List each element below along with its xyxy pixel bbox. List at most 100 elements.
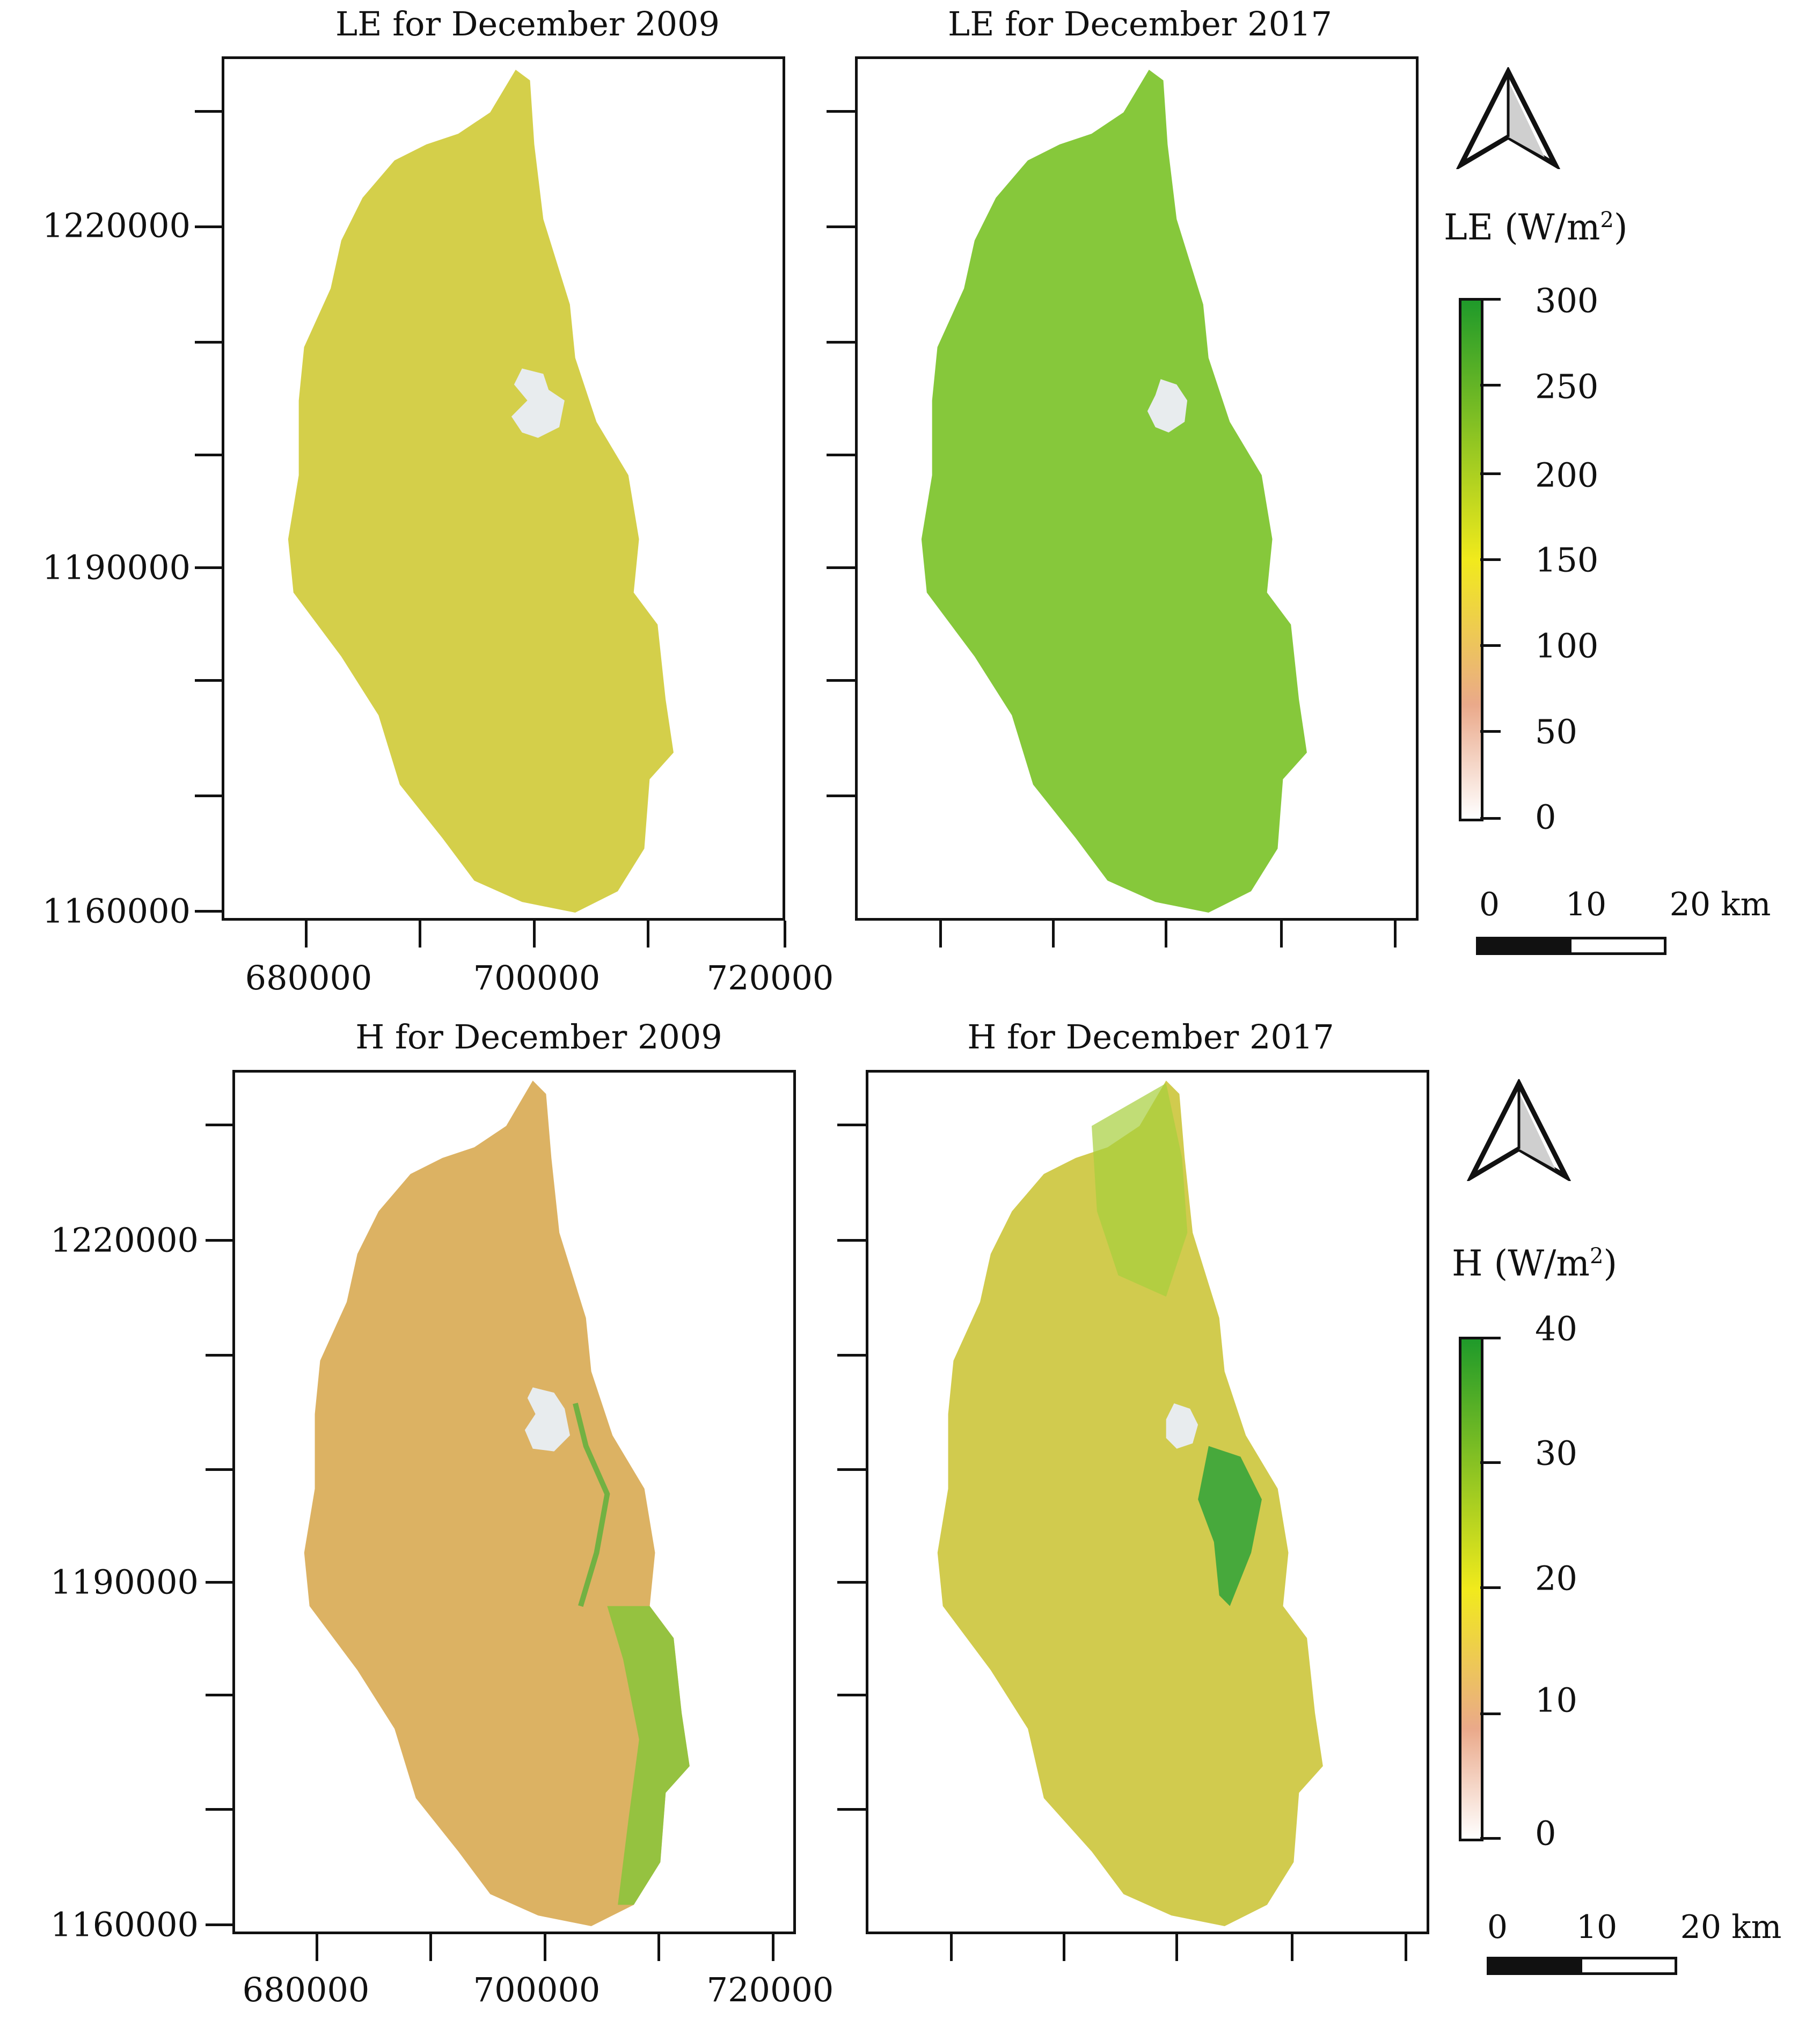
colorbar-tick bbox=[1480, 558, 1501, 561]
colorbar-label: 40 bbox=[1535, 1309, 1577, 1349]
colorbar-label: 30 bbox=[1535, 1433, 1577, 1473]
north-arrow-icon bbox=[1456, 67, 1561, 169]
y-tick bbox=[195, 679, 222, 682]
y-tick bbox=[195, 225, 222, 228]
x-tick bbox=[784, 921, 786, 948]
colorbar-tick bbox=[1480, 472, 1501, 475]
y-tick bbox=[827, 454, 855, 456]
y-tick bbox=[827, 795, 855, 797]
x-tick bbox=[950, 1934, 953, 1961]
x-axis-label: 680000 bbox=[242, 1970, 370, 2009]
scalebar-label: 10 bbox=[1565, 886, 1607, 923]
y-tick bbox=[195, 454, 222, 456]
scalebar-label: 0 bbox=[1479, 886, 1500, 923]
x-tick bbox=[1291, 1934, 1293, 1961]
colorbar-label: 200 bbox=[1535, 455, 1599, 495]
y-axis-label: 1160000 bbox=[50, 1905, 199, 1944]
y-axis-label: 1160000 bbox=[42, 891, 191, 931]
y-axis-label: 1220000 bbox=[50, 1220, 199, 1260]
map-title-h-2009: H for December 2009 bbox=[355, 1017, 722, 1056]
scalebar-label: 10 bbox=[1576, 1908, 1618, 1946]
x-tick bbox=[544, 1934, 546, 1961]
x-axis-label: 680000 bbox=[245, 958, 372, 997]
x-axis-label: 700000 bbox=[473, 1970, 601, 2009]
y-tick bbox=[837, 1124, 866, 1126]
colorbar-label: 300 bbox=[1535, 281, 1599, 320]
y-tick bbox=[195, 910, 222, 913]
x-tick bbox=[1052, 921, 1055, 948]
map-title-le-2009: LE for December 2009 bbox=[335, 4, 720, 43]
y-tick bbox=[206, 1581, 232, 1584]
x-tick bbox=[316, 1934, 318, 1961]
map-panel-le-2009 bbox=[222, 56, 785, 921]
x-tick bbox=[419, 921, 421, 948]
x-tick bbox=[1405, 1934, 1407, 1961]
north-arrow-icon bbox=[1466, 1079, 1572, 1181]
colorbar-label: 150 bbox=[1535, 540, 1599, 580]
colorbar-tick bbox=[1480, 384, 1501, 387]
y-tick bbox=[837, 1468, 866, 1471]
x-tick bbox=[305, 921, 308, 948]
y-tick bbox=[206, 1694, 232, 1696]
x-tick bbox=[1394, 921, 1397, 948]
y-tick bbox=[195, 566, 222, 569]
y-axis-label: 1190000 bbox=[42, 548, 191, 587]
colorbar-tick bbox=[1480, 1461, 1501, 1464]
x-tick bbox=[647, 921, 649, 948]
y-axis-label: 1190000 bbox=[50, 1562, 199, 1602]
scalebar-label: 20 km bbox=[1680, 1908, 1782, 1946]
x-tick bbox=[1063, 1934, 1065, 1961]
x-tick bbox=[533, 921, 536, 948]
y-tick bbox=[195, 110, 222, 113]
colorbar-tick bbox=[1480, 1337, 1501, 1339]
y-tick bbox=[206, 1468, 232, 1471]
watershed-h-2009 bbox=[304, 1080, 690, 1927]
x-tick bbox=[772, 1934, 774, 1961]
colorbar-h bbox=[1459, 1337, 1483, 1841]
colorbar-tick bbox=[1480, 817, 1501, 820]
y-tick bbox=[206, 1923, 232, 1926]
y-tick bbox=[195, 795, 222, 797]
y-tick bbox=[195, 341, 222, 344]
map-title-h-2017: H for December 2017 bbox=[967, 1017, 1334, 1056]
watershed-h-2017 bbox=[937, 1080, 1323, 1927]
x-tick bbox=[1280, 921, 1283, 948]
colorbar-tick bbox=[1480, 1837, 1501, 1840]
x-axis-label: 720000 bbox=[706, 958, 834, 997]
x-tick bbox=[1165, 921, 1167, 948]
colorbar-tick bbox=[1480, 730, 1501, 733]
map-panel-h-2017 bbox=[866, 1070, 1429, 1934]
map-title-le-2017: LE for December 2017 bbox=[948, 4, 1332, 43]
colorbar-tick bbox=[1480, 298, 1501, 301]
y-tick bbox=[827, 679, 855, 682]
scalebar-label: 0 bbox=[1487, 1908, 1508, 1946]
colorbar-label: 10 bbox=[1535, 1680, 1577, 1720]
x-tick bbox=[1175, 1934, 1178, 1961]
x-axis-label: 720000 bbox=[706, 1970, 834, 2009]
x-tick bbox=[657, 1934, 660, 1961]
y-tick bbox=[837, 1354, 866, 1357]
scalebar bbox=[1487, 1957, 1677, 1975]
y-tick bbox=[827, 341, 855, 344]
y-tick bbox=[827, 566, 855, 569]
y-tick bbox=[827, 225, 855, 228]
y-tick bbox=[206, 1124, 232, 1126]
colorbar-label: 100 bbox=[1535, 626, 1599, 666]
y-tick bbox=[206, 1239, 232, 1242]
colorbar-label: 250 bbox=[1535, 367, 1599, 406]
legend-title-h: H (W/m2) bbox=[1452, 1243, 1618, 1284]
watershed-le-2017 bbox=[921, 69, 1307, 913]
colorbar-label: 20 bbox=[1535, 1558, 1577, 1598]
y-tick bbox=[837, 1808, 866, 1811]
colorbar-label: 50 bbox=[1535, 712, 1577, 752]
y-tick bbox=[206, 1808, 232, 1811]
colorbar-tick bbox=[1480, 1712, 1501, 1715]
scalebar bbox=[1476, 937, 1666, 955]
y-axis-label: 1220000 bbox=[42, 206, 191, 245]
y-tick bbox=[837, 1694, 866, 1696]
scalebar-label: 20 km bbox=[1669, 886, 1771, 923]
x-tick bbox=[429, 1934, 432, 1961]
map-panel-h-2009 bbox=[232, 1070, 796, 1934]
x-axis-label: 700000 bbox=[473, 958, 601, 997]
